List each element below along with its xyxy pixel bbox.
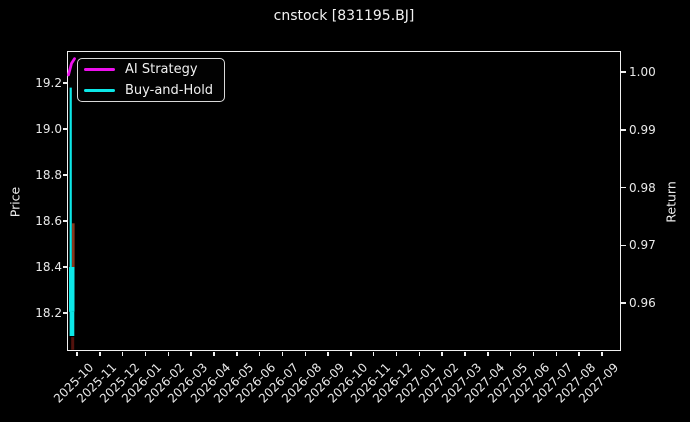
bottom-tick-mark <box>441 351 443 356</box>
legend-item-buy-and-hold: Buy-and-Hold <box>78 82 224 99</box>
right-tick-label: 1.00 <box>629 65 656 79</box>
bottom-tick-mark <box>167 351 170 356</box>
right-tick-label: 0.96 <box>629 296 656 310</box>
bottom-tick-mark <box>281 351 284 356</box>
bottom-tick-mark <box>555 351 558 356</box>
left-tick-mark <box>63 312 68 314</box>
legend-label-buy-and-hold: Buy-and-Hold <box>125 83 214 98</box>
bottom-tick-mark <box>304 351 306 356</box>
left-tick-mark <box>63 174 68 176</box>
left-tick-label: 18.8 <box>35 168 62 182</box>
left-tick-mark <box>63 266 68 268</box>
left-tick-mark <box>63 220 68 222</box>
bottom-tick-mark <box>121 351 124 356</box>
right-tick-mark <box>621 302 626 304</box>
legend: AI Strategy Buy-and-Hold <box>77 58 225 102</box>
left-tick-label: 18.4 <box>35 260 62 274</box>
bottom-tick-mark <box>418 351 421 356</box>
bottom-tick-mark <box>76 351 78 356</box>
bottom-tick-mark <box>99 351 101 356</box>
legend-item-ai-strategy: AI Strategy <box>78 61 224 78</box>
legend-label-ai-strategy: AI Strategy <box>125 62 198 77</box>
bottom-tick-mark <box>532 351 535 356</box>
left-tick-mark <box>63 128 68 130</box>
bottom-tick-mark <box>578 351 580 356</box>
right-tick-label: 0.99 <box>629 122 656 137</box>
bottom-tick-mark <box>258 351 261 356</box>
left-tick-label: 19.2 <box>35 76 62 90</box>
bottom-tick-mark <box>509 351 512 356</box>
bottom-tick-mark <box>327 351 329 356</box>
right-tick-mark <box>621 186 626 189</box>
right-tick-mark <box>621 71 626 73</box>
left-tick-mark <box>63 82 68 84</box>
ai-strategy-line-swatch <box>84 68 115 71</box>
right-tick-mark <box>621 129 626 131</box>
bottom-tick-mark <box>213 351 215 356</box>
left-tick-label: 18.6 <box>35 214 62 228</box>
bottom-tick-mark <box>190 351 192 356</box>
buy-and-hold-line-swatch <box>84 89 115 92</box>
bottom-tick-mark <box>395 351 398 356</box>
bottom-tick-mark <box>487 351 489 356</box>
right-tick-label: 0.98 <box>629 180 656 195</box>
bottom-tick-mark <box>350 351 352 356</box>
y-axis-label-price: Price <box>7 186 23 218</box>
left-tick-label: 18.2 <box>35 306 62 320</box>
bottom-tick-mark <box>601 351 603 356</box>
left-tick-label: 19.0 <box>35 122 62 136</box>
right-tick-mark <box>621 244 626 246</box>
chart-title: cnstock [831195.BJ] <box>273 8 415 24</box>
bottom-tick-mark <box>236 351 238 356</box>
bottom-tick-mark <box>372 351 375 356</box>
right-tick-label: 0.97 <box>629 238 656 253</box>
bottom-tick-mark <box>464 351 466 356</box>
bottom-tick-mark <box>144 351 147 356</box>
